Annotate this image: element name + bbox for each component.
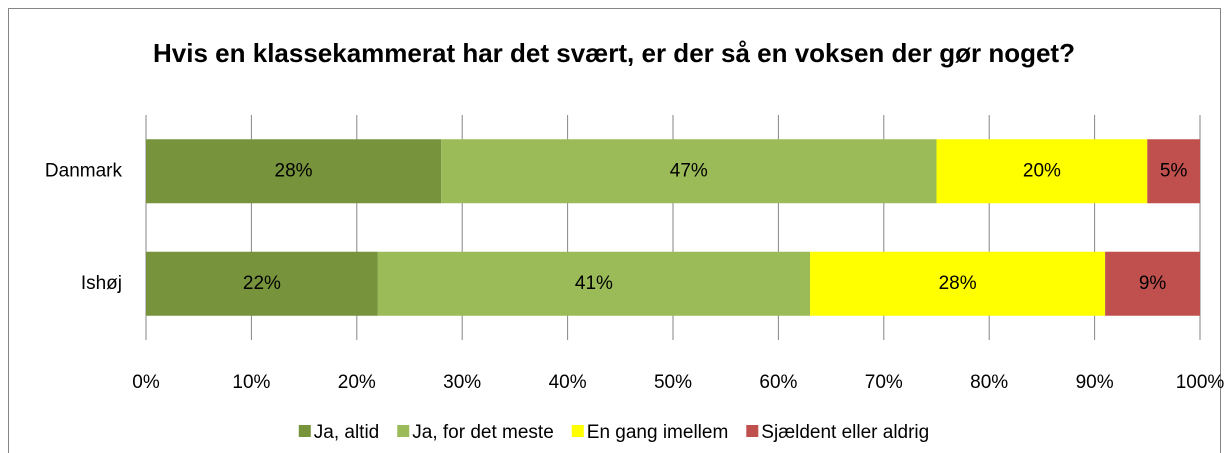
x-tick-label: 60% <box>759 372 797 393</box>
bar-segment <box>146 139 442 204</box>
legend-label: En gang imellem <box>587 422 729 443</box>
data-label: 9% <box>1139 273 1167 294</box>
x-tick-label: 10% <box>232 372 270 393</box>
bar-segment <box>441 139 937 204</box>
x-tick-label: 100% <box>1176 372 1225 393</box>
bar-segment <box>1105 251 1200 316</box>
bar-segment <box>1147 139 1200 204</box>
x-tick-label: 90% <box>1076 372 1114 393</box>
legend-swatch <box>298 425 311 437</box>
x-tick-label: 20% <box>338 372 376 393</box>
data-label: 20% <box>1023 160 1061 181</box>
legend-label: Ja, altid <box>314 422 379 443</box>
bar-segment <box>146 251 378 316</box>
legend-swatch <box>746 425 759 437</box>
bar-segment <box>936 139 1148 204</box>
chart-frame <box>8 8 1221 453</box>
legend-label: Ja, for det meste <box>412 422 554 443</box>
legend-label: Sjældent eller aldrig <box>761 422 929 443</box>
y-tick-label: Ishøj <box>81 273 122 294</box>
x-tick-label: 50% <box>654 372 692 393</box>
y-tick-label: Danmark <box>45 160 123 181</box>
legend: Ja, altid Ja, for det meste En gang imelle… <box>298 422 929 443</box>
x-tick-label: 30% <box>443 372 481 393</box>
data-label: 41% <box>575 273 613 294</box>
x-tick-label: 40% <box>549 372 587 393</box>
legend-swatch <box>571 425 584 437</box>
bar-segment <box>810 251 1106 316</box>
bar-segment <box>377 251 811 316</box>
x-tick-label: 0% <box>132 372 160 393</box>
x-tick-label: 70% <box>865 372 903 393</box>
data-label: 28% <box>939 273 977 294</box>
chart-title: Hvis en klassekammerat har det svært, er… <box>153 38 1075 68</box>
data-label: 28% <box>275 160 313 181</box>
x-tick-label: 80% <box>970 372 1008 393</box>
legend-swatch <box>397 425 410 437</box>
data-label: 22% <box>243 273 281 294</box>
data-label: 5% <box>1160 160 1188 181</box>
data-label: 47% <box>670 160 708 181</box>
